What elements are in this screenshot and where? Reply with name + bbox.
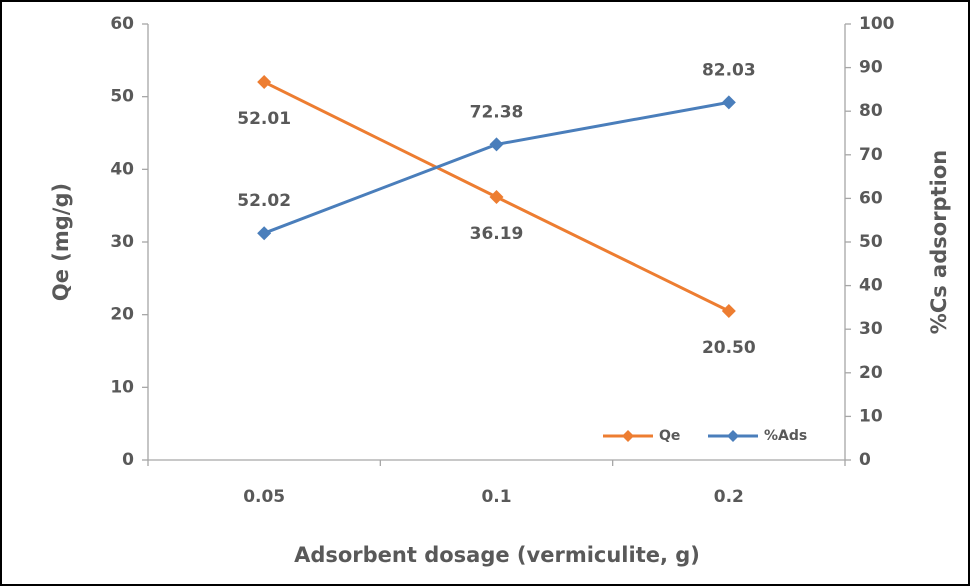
legend-marker (727, 430, 739, 442)
data-label: 52.02 (237, 191, 291, 211)
x-axis-title: Adsorbent dosage (vermiculite, g) (294, 543, 700, 567)
x-tick-label: 0.2 (714, 487, 744, 507)
y-tick-label: 60 (110, 14, 134, 34)
y2-tick-label: 50 (859, 232, 883, 252)
y-tick-label: 50 (110, 87, 134, 107)
y2-tick-label: 20 (859, 363, 883, 383)
point-marker (489, 190, 504, 205)
point-marker (721, 95, 736, 110)
y-tick-label: 30 (110, 232, 134, 252)
legend-marker (622, 430, 634, 442)
data-label: 72.38 (470, 102, 524, 122)
y2-axis-title: %Cs adsorption (927, 150, 951, 334)
data-label: 52.01 (237, 109, 291, 129)
y2-tick-label: 40 (859, 276, 883, 296)
x-tick-label: 0.05 (243, 487, 285, 507)
y2-tick-label: 60 (859, 188, 883, 208)
y2-tick-label: 0 (859, 450, 871, 470)
y2-tick-label: 10 (859, 406, 883, 426)
y2-tick-label: 100 (859, 14, 895, 34)
point-marker (257, 75, 272, 90)
y-tick-label: 0 (122, 450, 134, 470)
data-label: 36.19 (470, 224, 524, 244)
y2-tick-label: 70 (859, 145, 883, 165)
y2-tick-label: 80 (859, 101, 883, 121)
x-tick-label: 0.1 (481, 487, 511, 507)
data-label: 20.50 (702, 338, 756, 358)
legend-label: %Ads (764, 428, 807, 444)
point-marker (257, 226, 272, 241)
y-axis-title: Qe (mg/g) (49, 183, 73, 301)
y-tick-label: 10 (110, 377, 134, 397)
y2-tick-label: 30 (859, 319, 883, 339)
legend-label: Qe (659, 428, 680, 444)
y-tick-label: 40 (110, 159, 134, 179)
y-tick-label: 20 (110, 305, 134, 325)
data-label: 82.03 (702, 60, 756, 80)
y2-tick-label: 90 (859, 58, 883, 78)
point-marker (721, 304, 736, 319)
point-marker (489, 137, 504, 152)
